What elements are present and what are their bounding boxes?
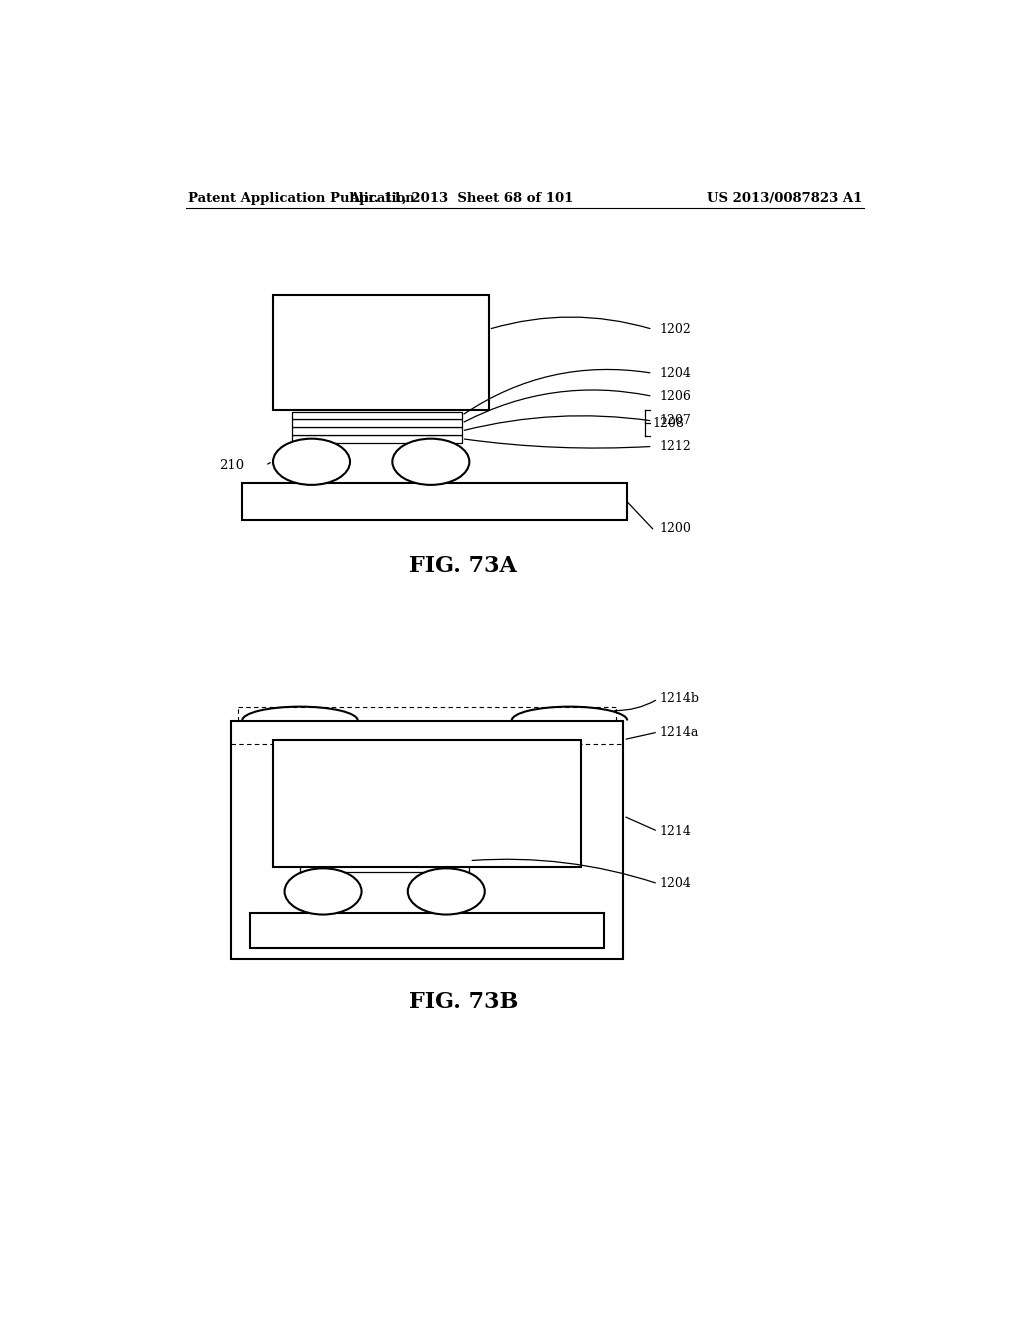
Text: 1212: 1212 [659,440,691,453]
Text: FIG. 73A: FIG. 73A [410,556,517,578]
Text: 1214b: 1214b [659,693,699,705]
Text: Apr. 11, 2013  Sheet 68 of 101: Apr. 11, 2013 Sheet 68 of 101 [349,191,573,205]
Bar [273,739,581,867]
Bar [250,913,604,948]
Ellipse shape [392,438,469,484]
Bar [273,294,488,411]
Bar [292,434,462,442]
Text: 1202: 1202 [659,323,691,335]
Bar [300,849,469,857]
Text: 1207: 1207 [659,414,691,428]
Text: 1200: 1200 [659,523,691,536]
Text: 1214: 1214 [659,825,691,838]
Bar [243,483,628,520]
Bar [230,721,624,960]
Ellipse shape [285,869,361,915]
Bar [292,428,462,434]
Text: 1204: 1204 [659,367,691,380]
Text: FIG. 73B: FIG. 73B [409,990,518,1012]
Text: 1214a: 1214a [659,726,699,739]
Ellipse shape [273,438,350,484]
Bar [292,420,462,428]
Text: 210: 210 [219,459,245,473]
Text: US 2013/0087823 A1: US 2013/0087823 A1 [707,191,862,205]
Text: 1204: 1204 [659,878,691,890]
Text: 1206: 1206 [659,389,691,403]
Bar [292,412,462,420]
Text: 1208: 1208 [652,417,684,430]
Text: Patent Application Publication: Patent Application Publication [188,191,415,205]
Bar [300,857,469,865]
Bar [300,865,469,873]
Ellipse shape [408,869,484,915]
